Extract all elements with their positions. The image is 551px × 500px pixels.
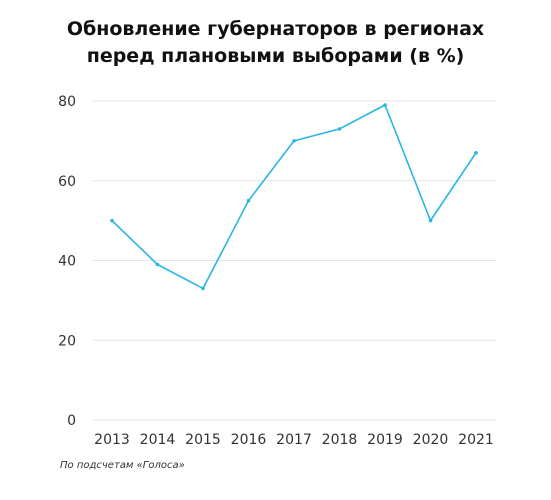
x-tick-label-2021: 2021 bbox=[458, 432, 494, 448]
x-tick-label-2015: 2015 bbox=[185, 432, 221, 448]
data-point-2021 bbox=[474, 151, 478, 155]
y-tick-label-80: 80 bbox=[58, 94, 76, 110]
chart-title-line-1: Обновление губернаторов в регионах bbox=[66, 18, 485, 40]
source-note: По подсчетам «Голоса» bbox=[60, 460, 185, 471]
series-layer bbox=[110, 103, 478, 291]
y-axis-ticks: 0 20 40 60 80 bbox=[58, 94, 76, 429]
x-tick-label-2014: 2014 bbox=[140, 432, 176, 448]
data-point-2017 bbox=[292, 139, 296, 143]
data-point-2019 bbox=[383, 103, 387, 107]
data-point-2020 bbox=[428, 218, 433, 223]
gridlines bbox=[92, 100, 497, 421]
x-axis-ticks: 2013 2014 2015 2016 2017 2018 2019 2020 2021 bbox=[94, 432, 494, 448]
x-tick-label-2013: 2013 bbox=[94, 432, 130, 448]
y-tick-label-0: 0 bbox=[67, 413, 76, 429]
data-point-2013 bbox=[110, 218, 114, 223]
data-point-2014 bbox=[155, 262, 160, 267]
x-tick-label-2018: 2018 bbox=[322, 432, 358, 448]
data-point-2016 bbox=[246, 198, 251, 203]
y-tick-label-20: 20 bbox=[58, 333, 76, 349]
y-tick-label-60: 60 bbox=[58, 174, 76, 190]
x-tick-label-2020: 2020 bbox=[413, 432, 449, 448]
x-tick-label-2016: 2016 bbox=[231, 432, 267, 448]
x-tick-label-2017: 2017 bbox=[276, 432, 312, 448]
x-tick-label-2019: 2019 bbox=[367, 432, 403, 448]
data-point-2018 bbox=[337, 127, 342, 131]
chart-title-line-2: перед плановыми выборами (в %) bbox=[86, 45, 465, 67]
chart-title: Обновление губернаторов в регионах перед… bbox=[0, 16, 551, 70]
data-point-2015 bbox=[201, 286, 205, 291]
y-tick-label-40: 40 bbox=[58, 254, 76, 270]
